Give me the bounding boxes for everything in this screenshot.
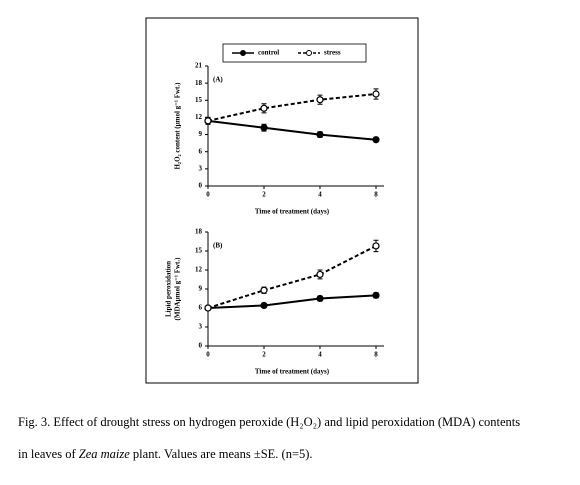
y-tick-label: 12 <box>195 113 203 121</box>
caption-text: in leaves of <box>18 447 79 461</box>
legend-marker <box>240 50 246 56</box>
y-tick-label: 0 <box>199 342 203 350</box>
figure-frame <box>145 17 419 384</box>
series-line <box>207 245 377 309</box>
figure: control stress 0 3 6 9 12 15 18 21 0 2 4 8 Time of tre… <box>145 17 419 384</box>
x-axis-title: Time of treatment (days) <box>255 368 330 376</box>
marker <box>372 90 380 98</box>
x-tick-label: 0 <box>206 351 210 359</box>
y-tick-label: 15 <box>195 247 203 255</box>
marker <box>316 270 324 279</box>
marker <box>372 291 380 299</box>
panel-label: (A) <box>213 76 223 84</box>
series-line <box>207 93 377 122</box>
x-tick-label: 4 <box>318 351 322 359</box>
series-line <box>207 119 377 141</box>
y-tick-label: 21 <box>195 62 203 70</box>
x-tick-label: 2 <box>262 191 266 199</box>
y-tick-label: 12 <box>195 266 203 274</box>
marker <box>204 304 212 312</box>
caption-line: Fig. 3. Effect of drought stress on hydr… <box>18 415 520 430</box>
caption-text: Fig. 3. Effect of drought stress on hydr… <box>18 415 521 429</box>
marker <box>316 130 324 139</box>
legend-marker <box>306 50 312 56</box>
y-tick-label: 9 <box>199 285 203 293</box>
y-tick-label: 6 <box>199 147 203 155</box>
marker <box>372 242 380 250</box>
caption-text: plant. Values are means ±SE. (n=5). <box>129 447 313 461</box>
x-tick-label: 4 <box>318 191 322 199</box>
y-tick-label: 3 <box>199 164 203 172</box>
y-tick-label: 0 <box>199 182 203 190</box>
legend-label: stress <box>324 49 341 57</box>
y-tick-label: 6 <box>199 304 203 312</box>
y-tick-label: 3 <box>199 323 203 331</box>
legend-box <box>222 43 367 63</box>
legend-label: control <box>258 49 279 57</box>
y-axis-title: H₂O₂ content (µmol g⁻¹ Fwt.) <box>174 82 182 170</box>
y-axis-title: (MDAµmol g⁻¹ Fwt.) <box>174 257 182 321</box>
caption-line: in leaves of Zea maize plant. Values are… <box>18 447 313 462</box>
marker <box>316 96 324 104</box>
x-tick-label: 0 <box>206 191 210 199</box>
y-axis-title: Lipid peroxidation <box>165 261 173 317</box>
marker <box>316 294 324 303</box>
marker <box>260 286 268 294</box>
y-tick-label: 18 <box>195 228 203 236</box>
x-tick-label: 8 <box>374 351 378 359</box>
x-tick-label: 2 <box>262 351 266 359</box>
y-tick-label: 15 <box>195 96 203 104</box>
marker <box>260 124 268 132</box>
panel-label: (B) <box>213 242 223 250</box>
series-line <box>207 294 377 309</box>
marker <box>260 104 268 112</box>
marker <box>260 301 268 310</box>
caption-species: Zea maize <box>78 447 130 461</box>
marker <box>204 117 212 125</box>
marker <box>372 136 380 144</box>
x-tick-label: 8 <box>374 191 378 199</box>
x-axis-title: Time of treatment (days) <box>255 208 330 216</box>
y-tick-label: 18 <box>195 79 203 87</box>
y-tick-label: 9 <box>199 130 203 138</box>
